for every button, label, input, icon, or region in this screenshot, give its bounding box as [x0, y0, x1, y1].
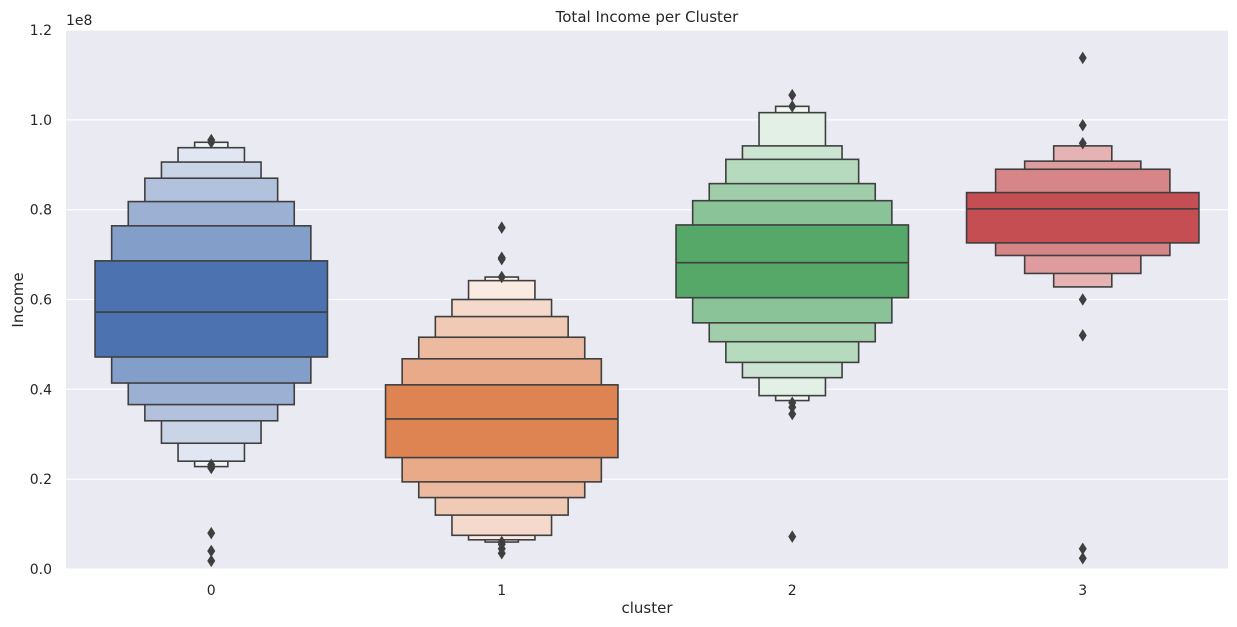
outlier-point	[497, 251, 506, 264]
outlier-point	[207, 133, 216, 147]
x-tick-label: 2	[788, 583, 797, 599]
outlier-point	[1078, 551, 1087, 565]
boxen-box	[675, 224, 910, 299]
outlier-point	[1078, 136, 1087, 150]
outlier-point	[788, 407, 797, 421]
boxen-box	[384, 384, 619, 459]
x-axis-label: cluster	[621, 599, 673, 617]
x-tick-label: 0	[207, 583, 216, 599]
boxen-group-cluster-0	[94, 133, 329, 568]
outlier-point	[207, 554, 216, 568]
outlier-point	[207, 526, 216, 540]
y-offset-text: 1e8	[66, 13, 92, 29]
outlier-point	[497, 270, 506, 284]
outlier-point	[497, 221, 506, 234]
outlier-point	[788, 100, 797, 113]
outlier-point	[788, 88, 797, 102]
boxen-group-cluster-1	[384, 221, 619, 560]
y-tick-label: 0.6	[30, 293, 52, 309]
y-tick-labels: 0.0 0.2 0.4 0.6 0.8 1.0 1.2	[30, 23, 52, 578]
boxen-group-cluster-3	[965, 51, 1200, 565]
outlier-point	[1078, 118, 1087, 132]
x-tick-label: 1	[497, 583, 506, 599]
y-tick-label: 0.0	[30, 562, 52, 578]
outlier-point	[497, 547, 506, 560]
boxen-groups	[94, 51, 1200, 568]
y-tick-label: 0.2	[30, 472, 52, 488]
outlier-point	[207, 458, 216, 472]
boxen-box	[94, 260, 329, 358]
y-tick-label: 1.2	[30, 23, 52, 39]
y-tick-label: 0.4	[30, 382, 52, 398]
outlier-point	[1078, 542, 1087, 556]
y-axis-label: Income	[9, 272, 27, 327]
x-tick-label: 3	[1078, 583, 1087, 599]
outlier-point	[788, 401, 797, 414]
outlier-point	[207, 544, 216, 558]
y-tick-label: 1.0	[30, 113, 52, 129]
boxen-box	[965, 191, 1200, 244]
chart-title: Total Income per Cluster	[555, 8, 740, 26]
outlier-point	[788, 530, 797, 543]
x-tick-labels: 0 1 2 3	[207, 583, 1087, 599]
outlier-point	[1078, 329, 1087, 342]
y-tick-label: 0.8	[30, 203, 52, 219]
outlier-point	[1078, 293, 1087, 306]
outlier-point	[1078, 51, 1087, 65]
boxen-group-cluster-2	[675, 88, 910, 543]
